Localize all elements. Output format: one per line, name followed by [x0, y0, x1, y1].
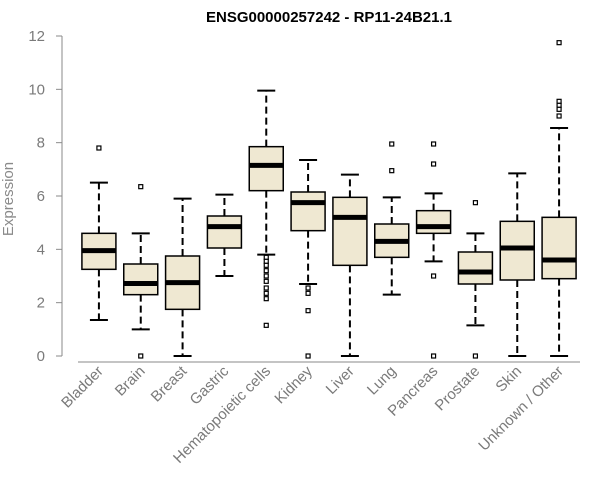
- x-tick-label: Breast: [148, 362, 191, 405]
- outlier-point: [556, 113, 562, 119]
- outlier-point: [263, 254, 269, 260]
- box-hematopoietic-cells: [248, 89, 284, 328]
- outlier-point: [263, 258, 269, 264]
- boxes-group: [81, 40, 577, 359]
- outlier-point: [263, 285, 269, 291]
- chart-title: ENSG00000257242 - RP11-24B21.1: [206, 9, 452, 26]
- box-pancreas: [415, 141, 452, 359]
- outlier-point: [263, 273, 269, 279]
- iqr-box: [123, 263, 159, 296]
- y-tick-label: 12: [28, 28, 45, 45]
- outlier-point: [263, 262, 269, 268]
- box-skin: [499, 172, 535, 357]
- x-tick-label: Brain: [112, 363, 149, 400]
- box-bladder: [81, 145, 117, 321]
- outlier-point: [389, 168, 395, 174]
- outlier-point: [305, 290, 311, 296]
- outlier-point: [305, 308, 311, 314]
- outlier-point: [430, 161, 437, 167]
- outlier-point: [263, 322, 269, 328]
- x-tick-label: Prostate: [432, 363, 484, 415]
- iqr-box: [206, 215, 243, 249]
- box-gastric: [206, 193, 243, 277]
- box-prostate: [457, 200, 494, 359]
- iqr-box: [290, 191, 326, 232]
- outlier-point: [138, 184, 144, 190]
- box-lung: [374, 141, 410, 296]
- outlier-point: [96, 145, 102, 151]
- iqr-box: [541, 216, 577, 280]
- outlier-point: [263, 296, 269, 302]
- outlier-point: [305, 353, 311, 359]
- outlier-point: [472, 353, 479, 359]
- iqr-box: [332, 196, 368, 267]
- outlier-point: [263, 278, 269, 284]
- iqr-box: [415, 209, 452, 235]
- outlier-point: [430, 141, 437, 147]
- box-unknown-other: [541, 40, 577, 357]
- box-kidney: [290, 159, 326, 359]
- outlier-point: [305, 285, 311, 291]
- x-tick-label: Kidney: [271, 362, 316, 407]
- x-tick-label: Liver: [323, 363, 358, 398]
- outlier-point: [556, 40, 562, 46]
- outlier-point: [263, 290, 269, 296]
- outlier-point: [263, 268, 269, 274]
- x-tick-label: Bladder: [58, 363, 107, 412]
- outlier-point: [389, 141, 395, 147]
- y-tick-label: 0: [37, 348, 45, 365]
- iqr-box: [499, 220, 535, 281]
- x-tick-label: Skin: [492, 363, 525, 396]
- iqr-box: [457, 251, 494, 285]
- outlier-point: [556, 106, 562, 112]
- outlier-point: [430, 353, 437, 359]
- x-tick-label: Lung: [364, 363, 400, 399]
- y-tick-label: 10: [28, 81, 45, 98]
- y-tick-label: 8: [37, 135, 45, 152]
- outlier-point: [138, 353, 144, 359]
- iqr-box: [248, 145, 284, 192]
- box-breast: [164, 197, 201, 357]
- outlier-point: [430, 273, 437, 279]
- y-tick-label: 2: [37, 295, 45, 312]
- axes: 0 2 4 6 8 10 12: [28, 28, 580, 365]
- y-tick-label: 4: [37, 241, 45, 258]
- y-axis-title: Expression: [0, 162, 17, 236]
- box-brain: [123, 184, 159, 359]
- y-tick-label: 6: [37, 188, 45, 205]
- box-liver: [332, 173, 368, 357]
- outlier-point: [472, 200, 479, 206]
